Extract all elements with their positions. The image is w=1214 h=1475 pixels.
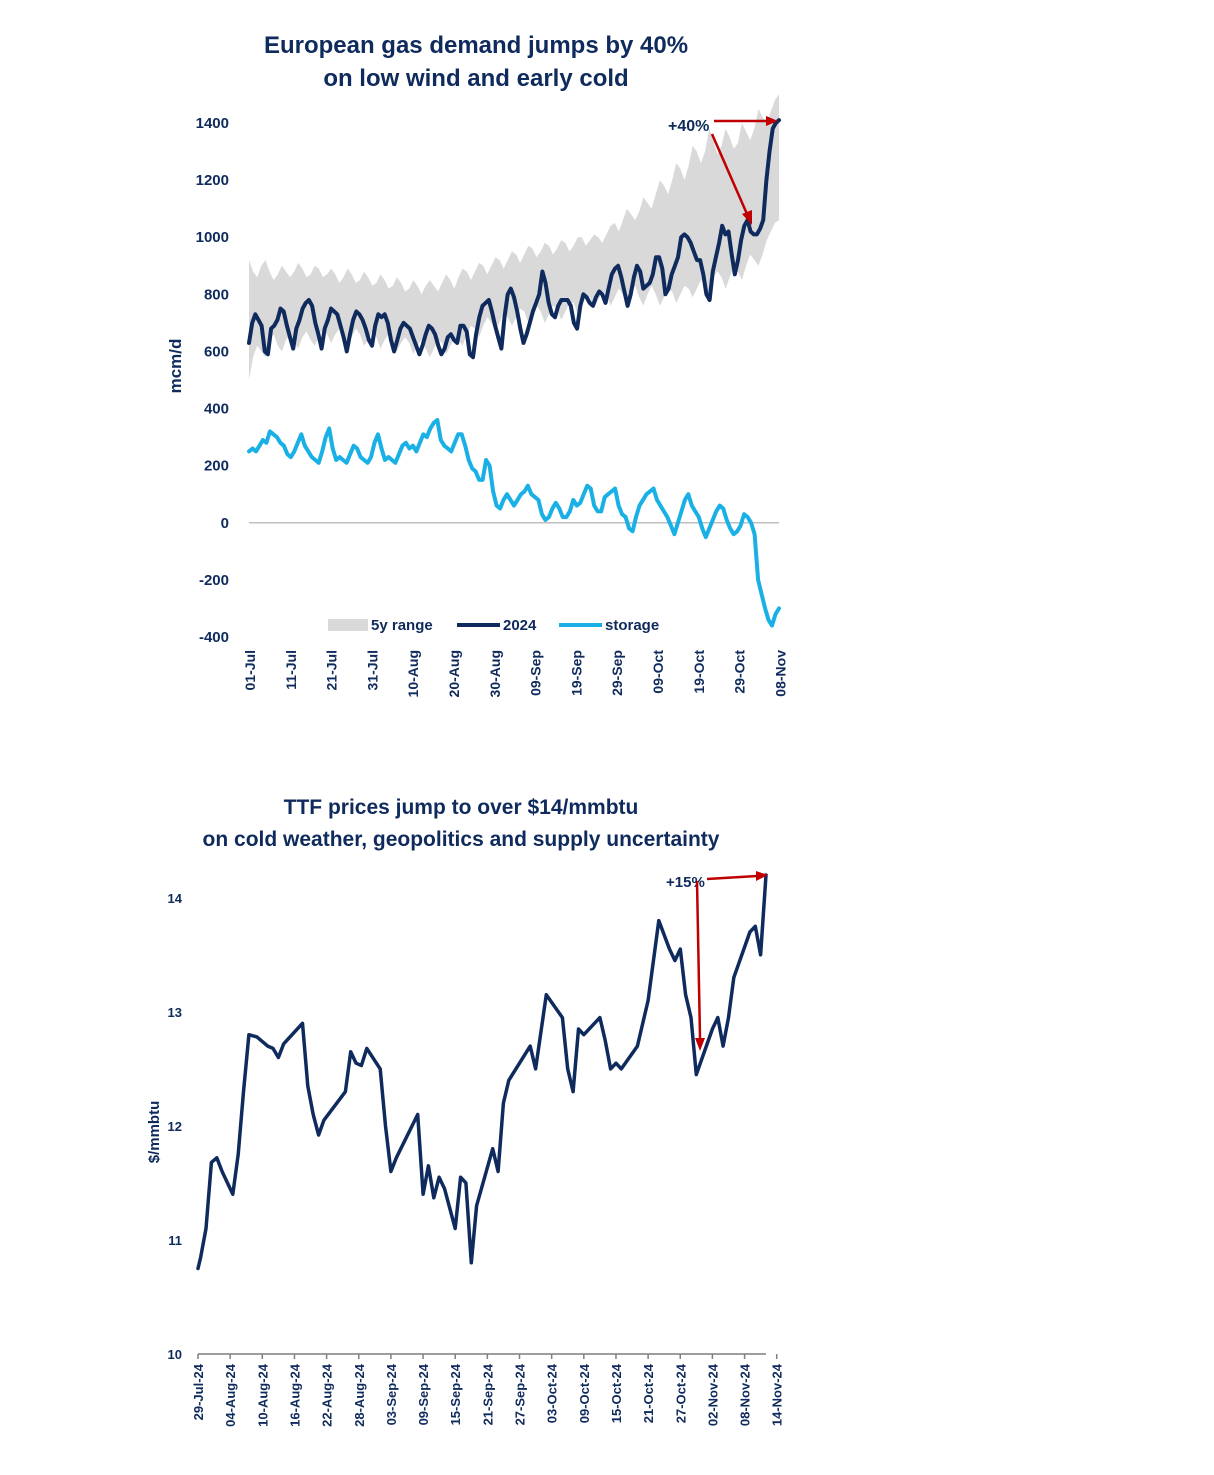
legend-label-2024: 2024 (503, 617, 537, 634)
demand-y-tick-label: 400 (204, 401, 229, 418)
demand-y-ticks: 1400 1200 1000 800 600 400 200 0 -200 -400 (196, 115, 229, 646)
ttf-chart: TTF prices jump to over $14/mmbtu on col… (0, 780, 1214, 1475)
demand-x-tick-label: 29-Oct (732, 650, 748, 694)
demand-chart-title: European gas demand jumps by 40% (264, 32, 688, 59)
demand-x-tick-label: 09-Oct (650, 650, 666, 694)
ttf-x-tick-label: 08-Nov-24 (738, 1363, 753, 1426)
ttf-y-tick-label: 12 (168, 1119, 182, 1134)
demand-x-tick-label: 20-Aug (446, 650, 462, 697)
ttf-x-tick-label: 10-Aug-24 (255, 1363, 270, 1427)
demand-x-ticks: 01-Jul 11-Jul 21-Jul 31-Jul 10-Aug 20-Aug 30-A… (242, 650, 788, 698)
ttf-x-tick-label: 03-Oct-24 (545, 1363, 560, 1423)
demand-y-tick-label: 600 (204, 343, 229, 360)
demand-2024-line (247, 118, 781, 360)
demand-y-tick-label: 1000 (196, 229, 229, 246)
ttf-x-tick-label: 14-Nov-24 (770, 1363, 785, 1426)
ttf-series-group (196, 873, 768, 1271)
demand-x-tick-label: 29-Sep (609, 650, 625, 696)
ttf-x-tick-label: 09-Oct-24 (577, 1363, 592, 1423)
demand-chart-subtitle: on low wind and early cold (323, 65, 628, 92)
ttf-x-tick-label: 16-Aug-24 (287, 1363, 302, 1427)
ttf-y-tick-label: 10 (168, 1347, 182, 1362)
demand-x-tick-label: 21-Jul (324, 650, 340, 690)
demand-y-tick-label: -200 (199, 572, 229, 589)
demand-x-tick-label: 30-Aug (487, 650, 503, 697)
demand-y-tick-label: 0 (221, 515, 229, 532)
demand-y-tick-label: 1200 (196, 172, 229, 189)
demand-x-tick-label: 11-Jul (283, 650, 299, 690)
ttf-annotation-label: +15% (666, 874, 705, 891)
demand-y-tick-label: -400 (199, 629, 229, 646)
demand-chart-svg: European gas demand jumps by 40% on low … (166, 32, 788, 698)
demand-x-tick-label: 19-Sep (568, 650, 584, 696)
ttf-x-tick-label: 15-Sep-24 (448, 1363, 463, 1425)
demand-x-tick-label: 19-Oct (691, 650, 707, 694)
ttf-x-tick-label: 21-Sep-24 (480, 1363, 495, 1425)
ttf-y-ticks: 14 13 12 11 10 (168, 891, 183, 1362)
ttf-x-tick-label: 27-Oct-24 (673, 1363, 688, 1423)
ttf-x-tick-label: 15-Oct-24 (609, 1363, 624, 1423)
storage-line (247, 418, 781, 628)
demand-annotation: +40% (668, 116, 778, 225)
demand-y-tick-label: 800 (204, 286, 229, 303)
ttf-x-tick-label: 22-Aug-24 (320, 1363, 335, 1427)
legend-label-5y-range: 5y range (371, 617, 433, 634)
ttf-price-line (196, 873, 768, 1271)
five-year-range-band (249, 94, 779, 381)
ttf-x-tick-label: 28-Aug-24 (352, 1363, 367, 1427)
demand-series-group (247, 118, 781, 628)
ttf-annotation-arrowhead-right (756, 871, 768, 881)
demand-y-tick-label: 1400 (196, 115, 229, 132)
ttf-x-ticks: 29-Jul-24 04-Aug-24 10-Aug-24 16-Aug-24 22-A… (191, 1363, 785, 1427)
demand-annotation-arrowhead-right (766, 116, 778, 126)
demand-y-axis-label: mcm/d (166, 339, 185, 394)
ttf-annotation-arrow-right (706, 874, 758, 881)
demand-annotation-arrow-down (710, 133, 749, 215)
demand-chart: European gas demand jumps by 40% on low … (166, 32, 788, 698)
ttf-y-tick-label: 13 (168, 1005, 182, 1020)
ttf-chart-subtitle: on cold weather, geopolitics and supply … (203, 828, 720, 851)
demand-legend: 5y range 2024 storage (328, 617, 659, 634)
ttf-x-tick-label: 03-Sep-24 (384, 1363, 399, 1425)
ttf-x-tick-label: 02-Nov-24 (705, 1363, 720, 1426)
demand-x-tick-label: 09-Sep (528, 650, 544, 696)
ttf-chart-title: TTF prices jump to over $14/mmbtu (284, 796, 639, 819)
legend-label-storage: storage (605, 617, 659, 634)
ttf-y-tick-label: 14 (168, 891, 183, 906)
ttf-x-tick-label: 21-Oct-24 (641, 1363, 656, 1423)
demand-x-tick-label: 08-Nov (772, 650, 788, 697)
ttf-x-axis (197, 1353, 778, 1359)
ttf-x-tick-label: 29-Jul-24 (191, 1363, 206, 1420)
ttf-annotation: +15% (666, 871, 768, 1051)
ttf-y-axis-label: $/mmbtu (146, 1101, 163, 1164)
ttf-annotation-arrow-down (695, 880, 702, 1039)
ttf-y-tick-label: 11 (168, 1233, 182, 1248)
demand-x-tick-label: 31-Jul (364, 650, 380, 690)
demand-x-tick-label: 01-Jul (242, 650, 258, 690)
legend-swatch-5y-range (328, 619, 368, 631)
demand-annotation-label: +40% (668, 118, 709, 135)
demand-y-tick-label: 200 (204, 458, 229, 475)
demand-x-tick-label: 10-Aug (405, 650, 421, 697)
ttf-chart-svg: TTF prices jump to over $14/mmbtu on col… (146, 796, 785, 1427)
ttf-annotation-arrowhead-down (695, 1038, 705, 1051)
five-year-range-area (249, 94, 779, 381)
demand-annotation-arrowhead-down (742, 210, 752, 225)
ttf-x-tick-label: 27-Sep-24 (513, 1363, 528, 1425)
ttf-x-tick-label: 04-Aug-24 (223, 1363, 238, 1427)
ttf-x-tick-label: 09-Sep-24 (416, 1363, 431, 1425)
